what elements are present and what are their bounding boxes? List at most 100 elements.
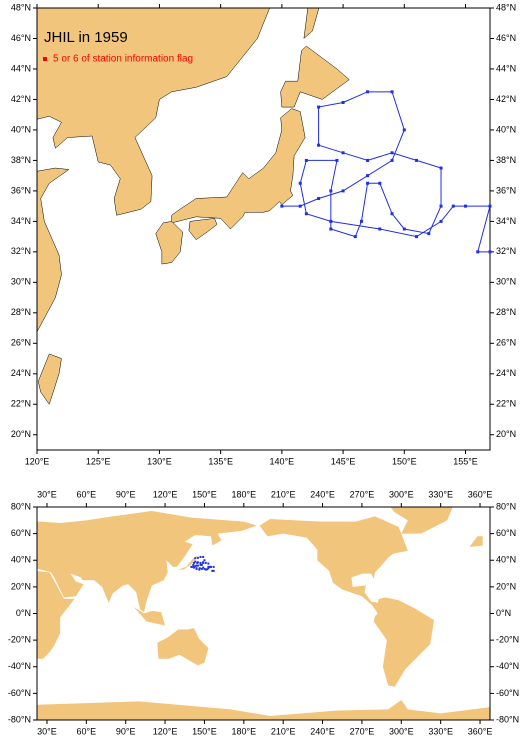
world-station-point (207, 565, 210, 568)
world-station-point (202, 566, 205, 569)
y-tick-label: 46°N (496, 33, 516, 43)
world-station-point (212, 565, 215, 568)
x-tick-label: 270°E (350, 489, 375, 499)
land (259, 516, 435, 687)
y-tick-label: -20°N (496, 635, 519, 645)
x-tick-label: 270°E (350, 726, 375, 736)
y-tick-label: 30°N (11, 277, 31, 287)
station-point (402, 227, 406, 231)
land (469, 536, 483, 547)
x-tick-label: 240°E (310, 489, 335, 499)
world-station-point (204, 561, 207, 564)
world-station-point (192, 566, 195, 569)
regional-frame (36, 7, 491, 451)
x-tick-label: 90°E (116, 726, 136, 736)
y-tick-label: 40°N (11, 124, 31, 134)
world-station-point (194, 560, 197, 563)
world-station-point (203, 559, 206, 562)
y-tick-label: 46°N (11, 33, 31, 43)
world-station-point (203, 567, 206, 570)
world-station-point (204, 568, 207, 571)
x-tick-label: 300°E (389, 489, 414, 499)
y-tick-label: 38°N (496, 155, 516, 165)
world-station-point (194, 557, 197, 560)
station-point (390, 212, 394, 216)
station-point (329, 189, 333, 193)
station-point (378, 181, 382, 185)
world-station-point (202, 561, 205, 564)
y-tick-label: -60°N (496, 688, 519, 698)
y-tick-label: 48°N (496, 2, 516, 12)
x-tick-label: 125°E (86, 456, 111, 466)
y-tick-label: -40°N (8, 661, 31, 671)
station-point (359, 219, 363, 223)
world-station-point (199, 555, 202, 558)
land (37, 510, 257, 613)
x-tick-label: 180°E (232, 489, 257, 499)
y-tick-label: 20°N (11, 429, 31, 439)
y-tick-label: 22°N (11, 399, 31, 409)
x-tick-label: 30°E (37, 489, 57, 499)
x-tick-label: 90°E (116, 489, 136, 499)
world-station-point (199, 561, 202, 564)
world-station-point (207, 567, 210, 570)
station-point (378, 227, 382, 231)
world-station-point (211, 569, 214, 572)
x-tick-label: 120°E (153, 489, 178, 499)
y-tick-label: 48°N (11, 2, 31, 12)
station-point (390, 158, 394, 162)
station-point (402, 128, 406, 132)
x-tick-label: 150°E (192, 489, 217, 499)
y-tick-label: 22°N (496, 399, 516, 409)
station-point (439, 219, 443, 223)
station-point (317, 105, 321, 109)
world-station-point (196, 556, 199, 559)
x-tick-label: 120°E (25, 456, 50, 466)
station-point (280, 204, 284, 208)
y-tick-label: 44°N (11, 63, 31, 73)
world-station-point (196, 561, 199, 564)
x-tick-label: 120°E (153, 726, 178, 736)
x-tick-label: 145°E (331, 456, 356, 466)
x-tick-label: 360°E (468, 726, 493, 736)
y-tick-label: 40°N (496, 124, 516, 134)
x-tick-label: 130°E (147, 456, 172, 466)
land (37, 700, 490, 720)
x-tick-label: 140°E (270, 456, 295, 466)
x-tick-label: 360°E (468, 489, 493, 499)
station-point (341, 151, 345, 155)
x-tick-label: 30°E (37, 726, 57, 736)
station-point (476, 250, 480, 254)
y-tick-label: 42°N (11, 94, 31, 104)
y-tick-label: 20°N (496, 581, 516, 591)
y-tick-label: 20°N (11, 581, 31, 591)
y-tick-label: 80°N (496, 501, 516, 511)
land (155, 221, 183, 265)
x-tick-label: 330°E (428, 489, 453, 499)
station-point (439, 166, 443, 170)
x-tick-label: 60°E (77, 726, 97, 736)
station-point (415, 235, 419, 239)
land (37, 8, 270, 216)
station-point (341, 100, 345, 104)
x-tick-label: 135°E (208, 456, 233, 466)
y-tick-label: 36°N (11, 185, 31, 195)
station-point (317, 197, 321, 201)
station-point (390, 90, 394, 94)
x-tick-label: 60°E (77, 489, 97, 499)
station-point (317, 143, 321, 147)
y-tick-label: 28°N (496, 307, 516, 317)
station-point (439, 204, 443, 208)
world-station-point (210, 565, 213, 568)
world-station-point (202, 555, 205, 558)
world-station-point (196, 564, 199, 567)
regional-land (37, 8, 350, 405)
y-tick-label: 34°N (11, 216, 31, 226)
y-tick-label: 32°N (11, 246, 31, 256)
y-tick-label: 32°N (496, 246, 516, 256)
y-tick-label: 0°N (496, 608, 511, 618)
y-tick-label: 60°N (11, 528, 31, 538)
y-tick-label: 26°N (11, 338, 31, 348)
world-station-point (192, 561, 195, 564)
